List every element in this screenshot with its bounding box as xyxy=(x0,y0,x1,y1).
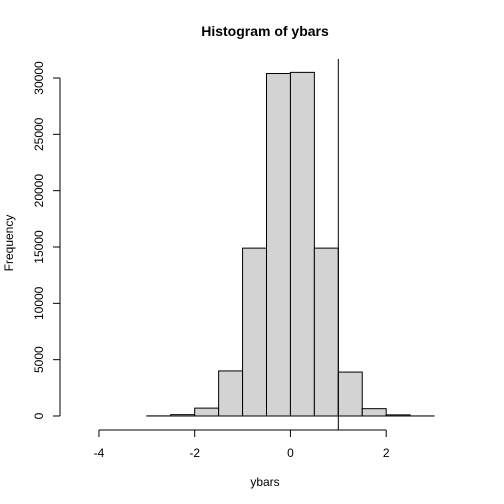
y-tick-label: 0 xyxy=(32,412,46,419)
histogram-bar xyxy=(170,414,196,417)
chart-title: Histogram of ybars xyxy=(201,23,329,39)
y-axis-label: Frequency xyxy=(2,215,16,272)
x-axis-label: ybars xyxy=(250,475,279,489)
histogram-bar xyxy=(289,71,315,417)
y-tick-label: 5000 xyxy=(32,346,46,373)
histogram-bar xyxy=(242,247,267,417)
histogram-bar xyxy=(361,408,387,417)
y-tick-label: 20000 xyxy=(32,174,46,208)
histogram-bar xyxy=(218,370,244,417)
x-tick-label: -4 xyxy=(94,446,105,460)
histogram-bar xyxy=(337,371,363,417)
histogram-bar xyxy=(266,72,291,417)
histogram-bar xyxy=(313,247,339,417)
histogram-bar xyxy=(194,407,220,417)
y-axis: 0 5000 10000 15000 20000 25000 30000 xyxy=(32,61,61,419)
x-tick-label: 0 xyxy=(287,446,294,460)
x-tick-label: 2 xyxy=(383,446,390,460)
y-tick-label: 30000 xyxy=(32,61,46,95)
y-tick-label: 25000 xyxy=(32,117,46,151)
y-tick-label: 10000 xyxy=(32,286,46,320)
x-axis: -4 -2 0 2 xyxy=(94,429,390,460)
x-tick-label: -2 xyxy=(189,446,200,460)
y-tick-label: 15000 xyxy=(32,230,46,264)
bars-group xyxy=(146,71,435,417)
histogram-bar xyxy=(385,414,411,417)
